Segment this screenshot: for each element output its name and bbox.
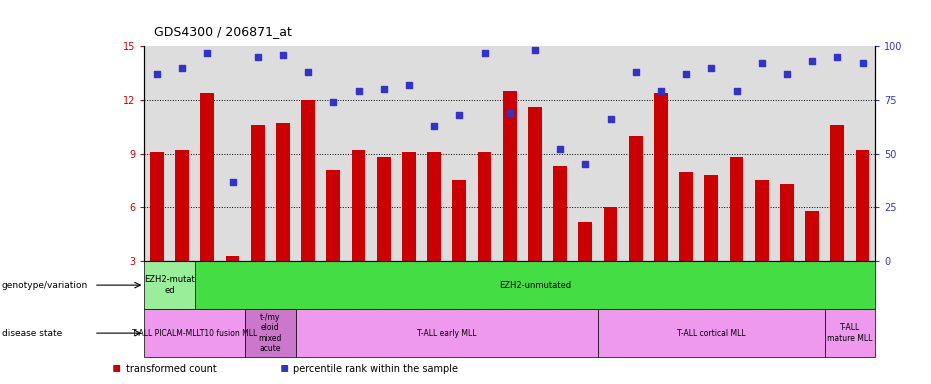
Bar [730, 157, 744, 261]
Point [477, 50, 492, 56]
Bar [654, 93, 668, 261]
Bar [755, 180, 769, 261]
Bar [402, 152, 416, 261]
Point [704, 65, 719, 71]
Bar [628, 136, 642, 261]
Point [175, 65, 190, 71]
Text: EZH2-mutat
ed: EZH2-mutat ed [144, 275, 195, 295]
Point [250, 54, 265, 60]
Point [426, 122, 441, 129]
Text: GDS4300 / 206871_at: GDS4300 / 206871_at [154, 25, 291, 38]
Text: EZH2-unmutated: EZH2-unmutated [499, 281, 571, 290]
Bar [705, 175, 718, 261]
Point [301, 69, 316, 75]
Point [628, 69, 643, 75]
Bar [598, 309, 825, 357]
Text: T-ALL
mature MLL: T-ALL mature MLL [828, 323, 872, 343]
Bar [680, 172, 693, 261]
Bar [144, 261, 195, 309]
Point [528, 47, 543, 53]
Bar [830, 125, 844, 261]
Point [729, 88, 744, 94]
Point [503, 110, 518, 116]
Bar [553, 166, 567, 261]
Bar [856, 150, 870, 261]
Bar [200, 93, 214, 261]
Point [779, 71, 794, 77]
Point [351, 88, 366, 94]
Bar [825, 309, 875, 357]
Point [654, 88, 668, 94]
Bar [603, 207, 617, 261]
Bar [295, 309, 598, 357]
Point [150, 71, 165, 77]
Point [754, 60, 769, 66]
Bar [578, 222, 592, 261]
Bar [144, 309, 245, 357]
Bar [245, 309, 295, 357]
Text: disease state: disease state [2, 329, 62, 338]
Bar [302, 100, 315, 261]
Point [225, 179, 240, 185]
Point [830, 54, 844, 60]
Point [452, 112, 466, 118]
Text: T-ALL PICALM-MLLT10 fusion MLL: T-ALL PICALM-MLLT10 fusion MLL [132, 329, 257, 338]
Bar [478, 152, 492, 261]
Bar [780, 184, 794, 261]
Point [679, 71, 694, 77]
Bar [528, 107, 542, 261]
Point [804, 58, 819, 64]
Bar [276, 123, 290, 261]
Point [326, 99, 341, 105]
Bar [352, 150, 366, 261]
Text: ▪: ▪ [112, 361, 121, 374]
Point [276, 51, 290, 58]
Text: genotype/variation: genotype/variation [2, 281, 88, 290]
Bar [327, 170, 340, 261]
Bar [805, 211, 819, 261]
Point [376, 86, 391, 92]
Bar [377, 157, 391, 261]
Text: T-ALL cortical MLL: T-ALL cortical MLL [677, 329, 746, 338]
Point [553, 146, 568, 152]
Point [200, 50, 215, 56]
Text: transformed count: transformed count [126, 364, 216, 374]
Point [401, 82, 416, 88]
Text: percentile rank within the sample: percentile rank within the sample [293, 364, 458, 374]
Point [578, 161, 593, 167]
Bar [225, 256, 239, 261]
Point [603, 116, 618, 122]
Text: T-ALL early MLL: T-ALL early MLL [417, 329, 477, 338]
Bar [503, 91, 517, 261]
Bar [250, 125, 264, 261]
Point [855, 60, 870, 66]
Bar [427, 152, 441, 261]
Bar [150, 152, 164, 261]
Text: ▪: ▪ [279, 361, 289, 374]
Text: t-/my
eloid
mixed
acute: t-/my eloid mixed acute [259, 313, 282, 353]
Bar [452, 180, 466, 261]
Bar [175, 150, 189, 261]
